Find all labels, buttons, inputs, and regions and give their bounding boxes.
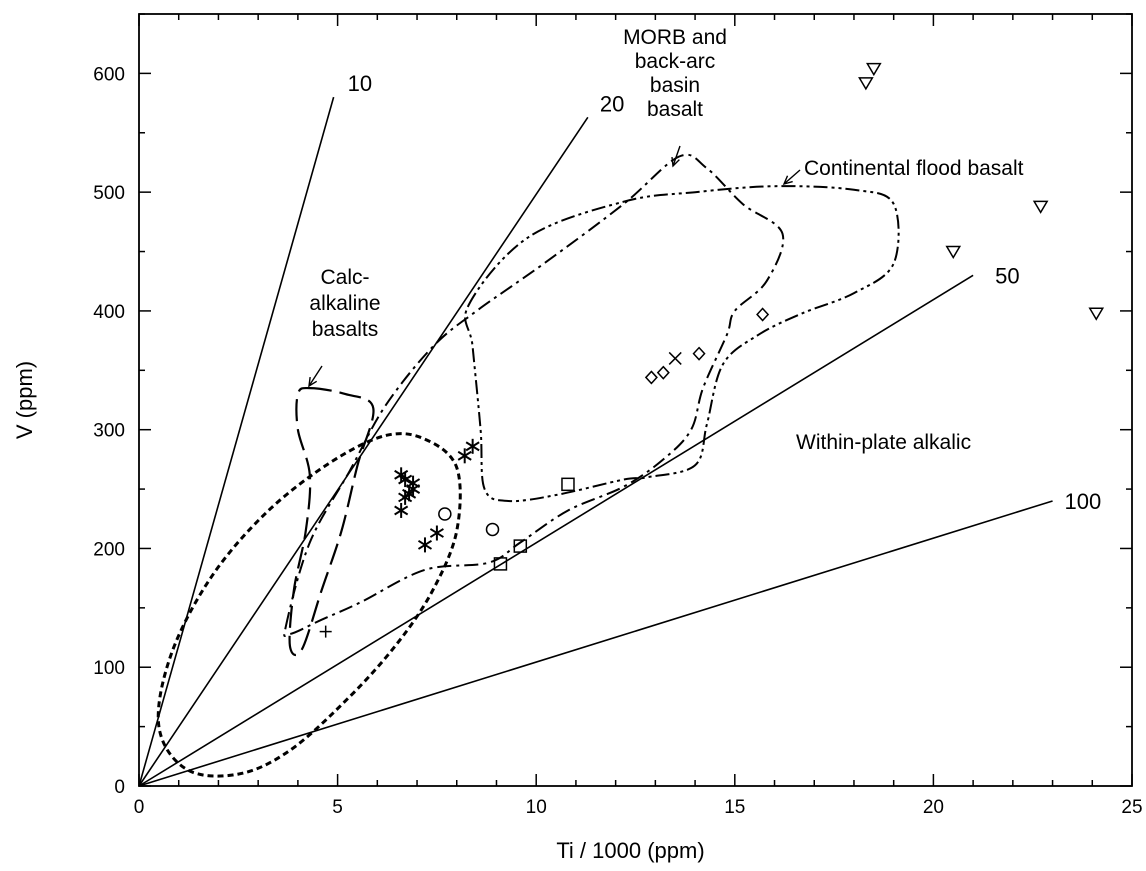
annotation-line: Within-plate alkalic bbox=[796, 431, 971, 454]
annotation-arrowhead bbox=[671, 156, 680, 168]
diamond-point bbox=[644, 370, 658, 385]
diamond-point bbox=[692, 346, 706, 361]
ratio-label-50: 50 bbox=[995, 263, 1019, 288]
circle-point bbox=[438, 507, 452, 521]
field-boundary-3 bbox=[283, 153, 785, 637]
ratio-label-20: 20 bbox=[600, 91, 624, 116]
field-boundary-4 bbox=[464, 185, 900, 503]
x-tick-label: 10 bbox=[526, 797, 547, 818]
x-tick-label: 25 bbox=[1121, 797, 1142, 818]
x-point bbox=[668, 351, 682, 365]
annotation-label-2: Continental flood basalt bbox=[804, 157, 1024, 180]
square-point bbox=[513, 539, 528, 553]
asterisk-point bbox=[465, 438, 480, 454]
sample-points bbox=[319, 62, 1105, 638]
asterisk-point bbox=[398, 472, 413, 488]
y-tick-label: 300 bbox=[93, 421, 125, 442]
ratio-line-50 bbox=[138, 274, 974, 787]
triangle-down-point bbox=[866, 62, 882, 77]
asterisk-point bbox=[394, 502, 409, 518]
annotation-arrowhead bbox=[782, 175, 793, 186]
triangle-down-point bbox=[1032, 200, 1049, 214]
annotation-line: Calc- bbox=[320, 266, 369, 289]
ratio-line-10 bbox=[138, 96, 335, 787]
y-axis-title: V (ppm) bbox=[12, 361, 37, 439]
asterisk-stroke bbox=[457, 450, 472, 461]
plus-point bbox=[319, 625, 332, 638]
y-tick-label: 600 bbox=[93, 64, 125, 85]
asterisk-point bbox=[417, 537, 433, 553]
y-tick-label: 500 bbox=[93, 183, 125, 204]
field-boundaries bbox=[156, 153, 900, 778]
circle-point bbox=[485, 522, 500, 537]
ratio-lines bbox=[138, 96, 1053, 787]
x-stroke bbox=[668, 351, 682, 365]
annotation-arrow bbox=[783, 169, 801, 185]
annotation-arrow bbox=[672, 145, 681, 167]
annotation-arrow bbox=[308, 365, 323, 387]
annotation-line: basalts bbox=[312, 318, 379, 341]
annotation-label-1: MORB and back-arc basin basalt bbox=[623, 26, 727, 121]
ratio-line-20 bbox=[138, 116, 589, 787]
y-tick-label: 0 bbox=[114, 777, 125, 798]
annotation-label-4: Within-plate alkalic bbox=[796, 431, 971, 454]
asterisk-stroke bbox=[417, 539, 433, 550]
chart-labels: 0 5 10 15 20 25 0 100 200 300 400 500 600 Ti / 1000 (… bbox=[12, 26, 1143, 863]
field-boundary-2 bbox=[156, 432, 462, 778]
field-boundary-1 bbox=[288, 386, 375, 657]
square-point bbox=[561, 477, 575, 492]
asterisk-point bbox=[398, 489, 413, 505]
asterisk-stroke bbox=[398, 474, 413, 485]
annotation-line: back-arc bbox=[635, 50, 716, 73]
annotation-line: Continental flood basalt bbox=[804, 157, 1024, 180]
plot-frame bbox=[138, 13, 1133, 787]
ratio-line-100 bbox=[138, 500, 1053, 787]
asterisk-stroke bbox=[398, 492, 413, 503]
y-tick-label: 400 bbox=[93, 302, 125, 323]
ratio-label-10: 10 bbox=[348, 71, 372, 96]
asterisk-point bbox=[457, 448, 472, 464]
x-axis-title: Ti / 1000 (ppm) bbox=[556, 838, 704, 863]
x-tick-label: 5 bbox=[332, 797, 343, 818]
y-tick-label: 200 bbox=[93, 539, 125, 560]
annotation-arrowhead bbox=[308, 376, 318, 388]
asterisk-stroke bbox=[429, 528, 444, 538]
x-tick-label: 0 bbox=[134, 797, 145, 818]
y-tick-label: 100 bbox=[93, 658, 125, 679]
annotation-line: basalt bbox=[647, 98, 703, 121]
square-point bbox=[493, 557, 508, 571]
annotation-label-3: Calc-alkaline basalts bbox=[309, 266, 380, 341]
diamond-point bbox=[656, 365, 670, 380]
asterisk-point bbox=[429, 525, 444, 541]
annotation-line: basin bbox=[650, 74, 700, 97]
asterisk-stroke bbox=[465, 441, 480, 452]
asterisk-stroke bbox=[394, 505, 409, 516]
annotation-line: alkaline bbox=[309, 292, 380, 315]
diamond-point bbox=[756, 307, 770, 322]
x-tick-label: 15 bbox=[724, 797, 745, 818]
x-tick-label: 20 bbox=[923, 797, 944, 818]
triangle-down-point bbox=[858, 77, 874, 91]
plot-area-border bbox=[138, 13, 1133, 787]
ratio-label-100: 100 bbox=[1065, 489, 1102, 514]
triangle-down-point bbox=[1088, 307, 1105, 321]
annotation-line: MORB and bbox=[623, 26, 727, 49]
triangle-down-point bbox=[945, 245, 962, 260]
